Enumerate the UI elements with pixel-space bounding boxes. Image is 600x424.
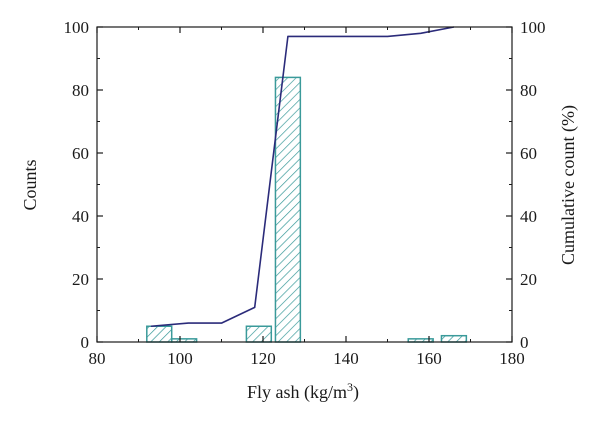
y-tick-label-2: 40 [72, 207, 89, 226]
y-tick-label-3: 60 [72, 144, 89, 163]
cumulative-line [150, 26, 455, 328]
x-axis-title-suffix: ) [353, 382, 359, 403]
y2-tick-label-1: 20 [520, 270, 537, 289]
x-tick-label-1: 100 [167, 349, 193, 368]
x-axis-title-text: Fly ash (kg/m [247, 382, 347, 403]
x-tick-label-0: 80 [89, 349, 106, 368]
bar-3 [274, 76, 302, 343]
x-tick-label-2: 120 [250, 349, 276, 368]
x-tick-label-4: 160 [416, 349, 442, 368]
y2-tick-label-0: 0 [520, 333, 529, 352]
x-tick-label-5: 180 [499, 349, 525, 368]
y2-axis-title: Cumulative count (%) [558, 105, 579, 265]
axes: 80 100 120 140 160 18002040608010002040608010… [64, 18, 546, 368]
y2-tick-label-5: 100 [520, 18, 546, 37]
y-tick-label-1: 20 [72, 270, 89, 289]
bar-5 [440, 334, 468, 343]
x-axis-title-superscript: 3 [347, 380, 353, 394]
y-tick-label-5: 100 [64, 18, 90, 37]
y-tick-label-0: 0 [81, 333, 90, 352]
y-axis-title: Counts [20, 159, 40, 210]
x-axis-title: Fly ash (kg/m3) [247, 380, 359, 403]
bar-2 [245, 325, 273, 343]
y2-tick-label-2: 40 [520, 207, 537, 226]
bar-0 [146, 325, 173, 343]
y-tick-label-4: 80 [72, 81, 89, 100]
y2-tick-label-4: 80 [520, 81, 537, 100]
plot-frame [96, 26, 513, 343]
plot-area [146, 26, 468, 343]
x-tick-label-3: 140 [333, 349, 359, 368]
y2-tick-label-3: 60 [520, 144, 537, 163]
